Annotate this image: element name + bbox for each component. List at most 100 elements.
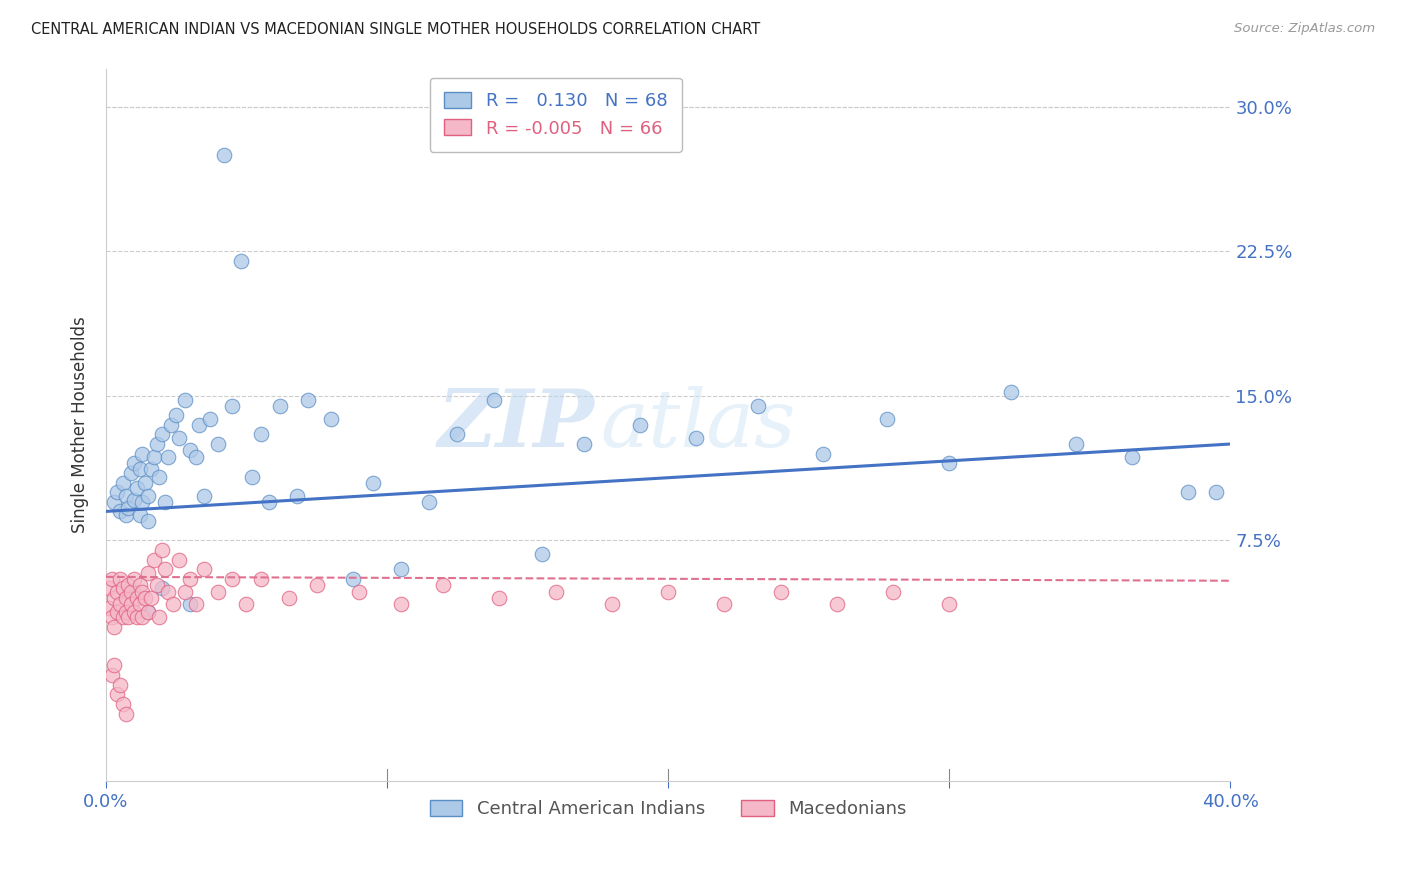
- Point: [193, 489, 215, 503]
- Point: [207, 585, 229, 599]
- Point: [685, 431, 707, 445]
- Point: [179, 442, 201, 457]
- Point: [136, 605, 159, 619]
- Point: [148, 469, 170, 483]
- Point: [240, 469, 263, 483]
- Point: [173, 585, 195, 599]
- Point: [134, 475, 156, 490]
- Point: [122, 605, 145, 619]
- Point: [131, 610, 153, 624]
- Point: [285, 489, 308, 503]
- Point: [153, 495, 176, 509]
- Point: [269, 399, 291, 413]
- Point: [103, 495, 125, 509]
- Point: [179, 572, 201, 586]
- Point: [361, 475, 384, 490]
- Point: [139, 591, 162, 605]
- Point: [179, 597, 201, 611]
- Point: [139, 462, 162, 476]
- Point: [111, 582, 134, 596]
- Point: [142, 552, 165, 566]
- Point: [122, 456, 145, 470]
- Point: [628, 417, 651, 432]
- Point: [148, 610, 170, 624]
- Point: [198, 412, 221, 426]
- Point: [108, 572, 131, 586]
- Point: [150, 582, 173, 596]
- Point: [1205, 485, 1227, 500]
- Point: [125, 591, 148, 605]
- Point: [134, 591, 156, 605]
- Point: [117, 577, 139, 591]
- Point: [277, 591, 299, 605]
- Point: [544, 585, 567, 599]
- Point: [103, 620, 125, 634]
- Point: [811, 447, 834, 461]
- Point: [128, 508, 150, 523]
- Point: [162, 597, 184, 611]
- Point: [347, 585, 370, 599]
- Point: [122, 572, 145, 586]
- Point: [212, 148, 235, 162]
- Point: [105, 485, 128, 500]
- Text: CENTRAL AMERICAN INDIAN VS MACEDONIAN SINGLE MOTHER HOUSEHOLDS CORRELATION CHART: CENTRAL AMERICAN INDIAN VS MACEDONIAN SI…: [31, 22, 761, 37]
- Text: atlas: atlas: [600, 386, 796, 464]
- Point: [530, 547, 553, 561]
- Point: [97, 600, 120, 615]
- Point: [117, 610, 139, 624]
- Point: [432, 577, 454, 591]
- Point: [235, 597, 257, 611]
- Point: [389, 597, 412, 611]
- Legend: Central American Indians, Macedonians: Central American Indians, Macedonians: [423, 793, 914, 825]
- Point: [105, 585, 128, 599]
- Point: [100, 668, 122, 682]
- Point: [159, 417, 181, 432]
- Point: [136, 566, 159, 580]
- Point: [769, 585, 792, 599]
- Point: [342, 572, 364, 586]
- Point: [938, 456, 960, 470]
- Text: ZIP: ZIP: [439, 386, 595, 464]
- Point: [184, 597, 207, 611]
- Point: [713, 597, 735, 611]
- Point: [114, 508, 136, 523]
- Point: [1121, 450, 1143, 465]
- Point: [111, 610, 134, 624]
- Point: [572, 437, 595, 451]
- Point: [1064, 437, 1087, 451]
- Point: [100, 610, 122, 624]
- Point: [150, 427, 173, 442]
- Text: Source: ZipAtlas.com: Source: ZipAtlas.com: [1234, 22, 1375, 36]
- Point: [600, 597, 623, 611]
- Point: [105, 687, 128, 701]
- Point: [747, 399, 769, 413]
- Point: [100, 572, 122, 586]
- Point: [122, 585, 145, 599]
- Point: [105, 605, 128, 619]
- Point: [131, 495, 153, 509]
- Point: [938, 597, 960, 611]
- Point: [482, 392, 505, 407]
- Point: [418, 495, 440, 509]
- Point: [187, 417, 209, 432]
- Point: [1177, 485, 1199, 500]
- Point: [136, 489, 159, 503]
- Point: [207, 437, 229, 451]
- Point: [103, 591, 125, 605]
- Point: [128, 462, 150, 476]
- Point: [825, 597, 848, 611]
- Point: [114, 706, 136, 721]
- Point: [156, 585, 179, 599]
- Y-axis label: Single Mother Households: Single Mother Households: [72, 317, 89, 533]
- Point: [120, 585, 142, 599]
- Point: [153, 562, 176, 576]
- Point: [876, 412, 898, 426]
- Point: [389, 562, 412, 576]
- Point: [114, 489, 136, 503]
- Point: [128, 577, 150, 591]
- Point: [249, 572, 271, 586]
- Point: [108, 597, 131, 611]
- Point: [128, 597, 150, 611]
- Point: [305, 577, 328, 591]
- Point: [136, 605, 159, 619]
